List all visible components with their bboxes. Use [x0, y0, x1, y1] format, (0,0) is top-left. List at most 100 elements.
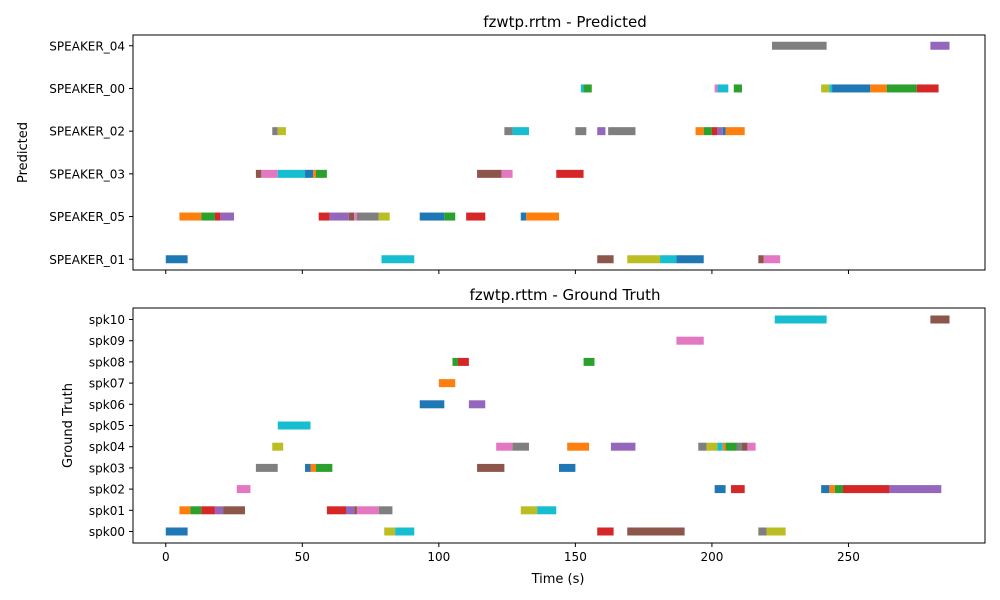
- ground-truth-segment: [190, 506, 202, 515]
- ground-truth-segment: [725, 442, 737, 451]
- predicted-segment: [583, 84, 592, 93]
- ground-truth-segment: [255, 463, 278, 472]
- predicted-segment: [886, 84, 917, 93]
- predicted-segment: [526, 212, 559, 221]
- predicted-row-label: SPEAKER_03: [49, 167, 125, 181]
- ground-truth-segment: [717, 442, 723, 451]
- predicted-row-label: SPEAKER_05: [49, 210, 125, 224]
- predicted-segment: [477, 169, 502, 178]
- predicted-segment: [660, 255, 677, 264]
- predicted-segment: [725, 127, 745, 136]
- ground-truth-segment: [627, 527, 685, 536]
- predicted-x-ticks: [165, 270, 849, 274]
- ground-truth-segment: [520, 506, 538, 515]
- predicted-segment: [930, 41, 950, 50]
- ground-truth-x-axis-label: Time (s): [531, 572, 585, 587]
- predicted-title: fzwtp.rrtm - Predicted: [483, 13, 647, 31]
- ground-truth-segments: [165, 315, 950, 536]
- ground-truth-segment: [277, 421, 311, 430]
- ground-truth-segment: [597, 527, 614, 536]
- predicted-segment: [220, 212, 235, 221]
- ground-truth-segment: [236, 485, 251, 494]
- ground-truth-segment: [326, 506, 346, 515]
- ground-truth-segment: [214, 506, 224, 515]
- ground-truth-x-tick-label: 250: [837, 550, 860, 564]
- predicted-segment: [717, 84, 729, 93]
- ground-truth-segment: [179, 506, 191, 515]
- ground-truth-row-label: spk06: [89, 398, 125, 412]
- ground-truth-x-tick-label: 0: [162, 550, 170, 564]
- predicted-segment: [261, 169, 278, 178]
- ground-truth-x-tick-label: 100: [427, 550, 450, 564]
- ground-truth-segment: [346, 506, 355, 515]
- predicted-segment: [214, 212, 221, 221]
- predicted-segment: [512, 127, 529, 136]
- ground-truth-segment: [305, 463, 311, 472]
- ground-truth-row-label: spk01: [89, 504, 125, 518]
- ground-truth-segment: [310, 463, 316, 472]
- ground-truth-segment: [356, 506, 379, 515]
- ground-truth-row-label: spk09: [89, 334, 125, 348]
- ground-truth-row-labels: spk10 spk09 spk08 spk07 spk06 spk05 spk04 spk03…: [89, 313, 133, 539]
- ground-truth-segment: [378, 506, 393, 515]
- ground-truth-x-ticks: 0 50 100 150 200 250: [162, 543, 860, 564]
- ground-truth-segment: [559, 463, 576, 472]
- ground-truth-segment: [741, 442, 748, 451]
- predicted-segment: [501, 169, 513, 178]
- predicted-segment: [832, 84, 871, 93]
- ground-truth-x-tick-label: 50: [295, 550, 310, 564]
- ground-truth-segment: [834, 485, 843, 494]
- ground-truth-segment: [457, 357, 469, 366]
- ground-truth-segment: [829, 485, 835, 494]
- ground-truth-row-label: spk10: [89, 313, 125, 327]
- ground-truth-segment: [610, 442, 636, 451]
- ground-truth-segment: [676, 336, 704, 345]
- predicted-segment: [466, 212, 486, 221]
- ground-truth-segment: [496, 442, 513, 451]
- predicted-segment: [354, 212, 357, 221]
- predicted-segment: [597, 127, 606, 136]
- predicted-segment: [315, 169, 327, 178]
- predicted-segment: [305, 169, 314, 178]
- ground-truth-segment: [272, 442, 284, 451]
- predicted-segment: [165, 255, 188, 264]
- ground-truth-segment: [889, 485, 942, 494]
- predicted-segment: [763, 255, 781, 264]
- predicted-row-label: SPEAKER_01: [49, 253, 125, 267]
- predicted-segment: [608, 127, 636, 136]
- predicted-segment: [444, 212, 456, 221]
- ground-truth-segment: [930, 315, 950, 324]
- ground-truth-segment: [468, 400, 486, 409]
- ground-truth-segment: [354, 506, 357, 515]
- predicted-segment: [277, 169, 306, 178]
- ground-truth-segment: [223, 506, 245, 515]
- ground-truth-y-axis-label: Ground Truth: [61, 383, 76, 468]
- ground-truth-row-label: spk03: [89, 461, 125, 475]
- predicted-segment: [255, 169, 262, 178]
- predicted-row-labels: SPEAKER_04 SPEAKER_00 SPEAKER_02 SPEAKER_03…: [49, 39, 133, 267]
- predicted-segment: [272, 127, 278, 136]
- predicted-segment: [758, 255, 764, 264]
- predicted-y-axis-label: Predicted: [16, 122, 31, 183]
- predicted-segment: [733, 84, 742, 93]
- predicted-segment: [356, 212, 379, 221]
- ground-truth-row-label: spk00: [89, 525, 125, 539]
- ground-truth-row-label: spk05: [89, 419, 125, 433]
- predicted-segment: [329, 212, 349, 221]
- predicted-segment: [695, 127, 704, 136]
- predicted-segments: [165, 41, 950, 264]
- predicted-segment: [627, 255, 661, 264]
- predicted-row-label: SPEAKER_00: [49, 82, 125, 96]
- predicted-segment: [703, 127, 712, 136]
- predicted-segment: [916, 84, 939, 93]
- ground-truth-segment: [201, 506, 215, 515]
- predicted-segment: [318, 212, 330, 221]
- ground-truth-panel: fzwtp.rttm - Ground Truth Ground Truth s…: [61, 286, 986, 587]
- ground-truth-segment: [438, 379, 456, 388]
- ground-truth-row-label: spk07: [89, 377, 125, 391]
- predicted-row-label: SPEAKER_02: [49, 125, 125, 139]
- predicted-segment: [179, 212, 202, 221]
- predicted-segment: [313, 169, 316, 178]
